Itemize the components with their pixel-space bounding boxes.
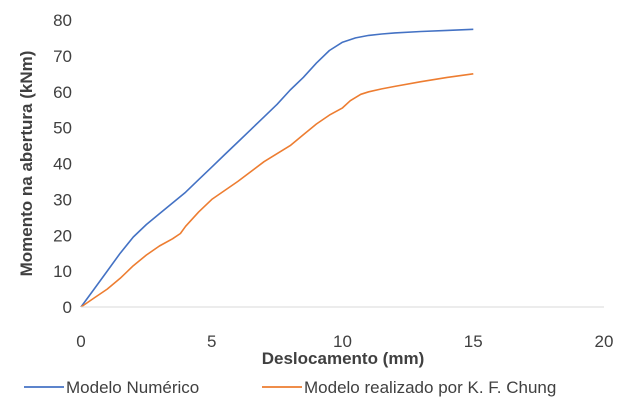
y-tick-label: 30 bbox=[53, 190, 72, 209]
x-tick-label: 0 bbox=[76, 332, 85, 351]
y-tick-label: 80 bbox=[53, 11, 72, 30]
plot-area bbox=[80, 28, 474, 308]
legend-label-1: Modelo Numérico bbox=[66, 378, 199, 397]
x-tick-label: 5 bbox=[207, 332, 216, 351]
series-line-1 bbox=[80, 28, 474, 308]
y-tick-label: 10 bbox=[53, 262, 72, 281]
y-tick-label: 0 bbox=[63, 298, 72, 317]
x-axis-title: Deslocamento (mm) bbox=[262, 349, 424, 368]
x-tick-label: 20 bbox=[595, 332, 614, 351]
y-tick-label: 60 bbox=[53, 83, 72, 102]
x-tick-label: 10 bbox=[333, 332, 352, 351]
y-tick-label: 70 bbox=[53, 47, 72, 66]
y-tick-label: 20 bbox=[53, 226, 72, 245]
series-line-2 bbox=[80, 73, 474, 308]
y-axis-title: Momento na abertura (kNm) bbox=[17, 51, 36, 277]
legend-label-2: Modelo realizado por K. F. Chung bbox=[304, 378, 556, 397]
y-tick-label: 40 bbox=[53, 155, 72, 174]
y-axis-ticks: 0 10 20 30 40 50 60 70 80 bbox=[53, 11, 72, 317]
legend: Modelo Numérico Modelo realizado por K. F… bbox=[24, 378, 556, 397]
y-tick-label: 50 bbox=[53, 119, 72, 138]
x-tick-label: 15 bbox=[464, 332, 483, 351]
x-axis-ticks: 0 5 10 15 20 bbox=[76, 332, 613, 351]
